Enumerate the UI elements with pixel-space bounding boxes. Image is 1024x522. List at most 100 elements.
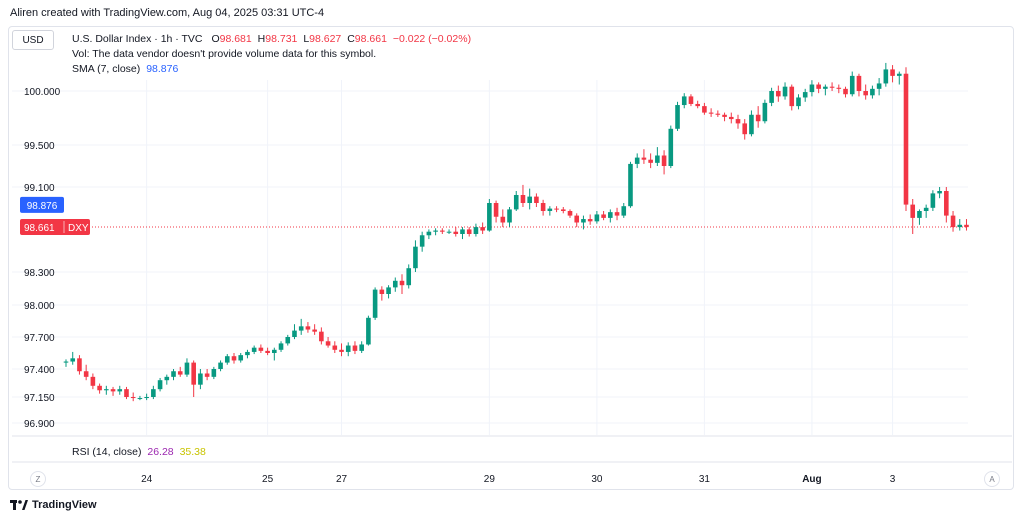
candle: [251, 345, 257, 355]
candle: [278, 341, 284, 352]
candle-body: [608, 212, 613, 218]
candle-body: [910, 204, 916, 218]
candle-body: [426, 231, 432, 236]
candle: [896, 71, 902, 85]
rsi-legend[interactable]: RSI (14, close) 26.28 35.38: [72, 446, 206, 458]
candle: [937, 187, 942, 199]
candle: [917, 209, 922, 225]
candle-body: [151, 389, 156, 397]
candle: [809, 80, 815, 97]
candle: [231, 353, 237, 364]
candle-body: [534, 196, 539, 203]
candle-body: [285, 337, 291, 344]
last-price-badge: [20, 218, 90, 235]
candle: [655, 147, 660, 166]
grid-lines: [12, 80, 1012, 463]
sma-price-badge: [20, 196, 64, 213]
candle-body: [776, 91, 781, 97]
price-change: −0.022 (−0.02%): [392, 33, 472, 45]
candle: [500, 209, 506, 228]
candle-body: [581, 219, 586, 223]
candle: [742, 119, 748, 140]
candle: [177, 366, 183, 377]
candle-body: [937, 191, 942, 194]
candle: [473, 223, 479, 237]
candle-body: [903, 73, 909, 205]
candle-body: [231, 356, 237, 361]
candle: [870, 85, 875, 99]
candle-body: [473, 227, 479, 234]
chart-frame: [8, 26, 1014, 490]
candle-body: [574, 215, 580, 223]
candle: [419, 231, 425, 252]
candle-body: [218, 362, 223, 369]
candle-body: [332, 345, 338, 350]
candle: [460, 227, 465, 240]
candle-body: [863, 91, 868, 96]
sma-legend[interactable]: SMA (7, close) 98.876: [72, 63, 178, 75]
candle-body: [238, 355, 244, 361]
symbol-title: U.S. Dollar Index · 1h · TVC: [72, 33, 203, 45]
candle-body: [540, 203, 546, 211]
candle-body: [702, 106, 707, 113]
candle-body: [77, 358, 82, 372]
candle: [614, 207, 620, 221]
candle: [130, 392, 136, 402]
candle-body: [466, 229, 472, 234]
price-axis-label: 97.400: [24, 365, 55, 376]
candle-body: [708, 112, 714, 114]
candle: [702, 102, 707, 115]
tradingview-logo-icon: [10, 500, 28, 510]
candle: [762, 99, 768, 124]
candle-body: [272, 349, 277, 353]
candle-body: [675, 105, 680, 129]
candle-body: [70, 358, 76, 362]
symbol-legend[interactable]: U.S. Dollar Index · 1h · TVC O98.681 H98…: [72, 33, 471, 45]
candle-body: [829, 86, 835, 88]
price-axis-label: 99.100: [24, 183, 55, 194]
candle-body: [513, 195, 519, 210]
candle-body: [628, 163, 633, 207]
candle-body: [500, 216, 506, 223]
candle: [413, 240, 418, 272]
candle: [950, 211, 956, 232]
price-badges: 98.876 98.661 DXY: [20, 196, 90, 235]
candle-body: [177, 371, 183, 375]
candle: [359, 341, 364, 353]
zoom-reset-button[interactable]: Z: [30, 471, 46, 487]
candle: [581, 215, 586, 230]
price-axis: 100.000 99.500 99.100 98.300 98.000 97.700 97.…: [24, 87, 61, 430]
candle-body: [339, 349, 344, 352]
candle: [392, 277, 398, 292]
auto-scale-button[interactable]: A: [984, 471, 1000, 487]
candle: [513, 191, 519, 211]
candle: [426, 229, 432, 240]
candle: [90, 373, 96, 390]
candle-body: [836, 87, 842, 89]
ohlc-close-label: C: [347, 33, 355, 45]
candle-body: [392, 280, 398, 288]
candle-body: [655, 155, 660, 163]
candle: [104, 385, 109, 395]
candle-body: [890, 69, 895, 76]
time-axis-label: 27: [336, 474, 348, 485]
candle-body: [487, 203, 492, 231]
candle-body: [621, 206, 627, 216]
candle: [245, 349, 250, 359]
candle: [755, 106, 761, 128]
candle: [930, 190, 936, 211]
rsi-ma-value: 35.38: [179, 446, 206, 458]
candle: [204, 369, 210, 381]
candle: [507, 207, 512, 228]
candle-body: [809, 84, 815, 93]
currency-button[interactable]: USD: [12, 30, 54, 50]
candle-body: [319, 331, 324, 342]
candle: [628, 161, 633, 208]
candle-body: [856, 75, 862, 91]
candle-body: [413, 246, 418, 269]
candle-body: [950, 215, 956, 228]
candle: [446, 229, 452, 234]
candle-body: [722, 114, 727, 117]
candle: [957, 219, 963, 231]
